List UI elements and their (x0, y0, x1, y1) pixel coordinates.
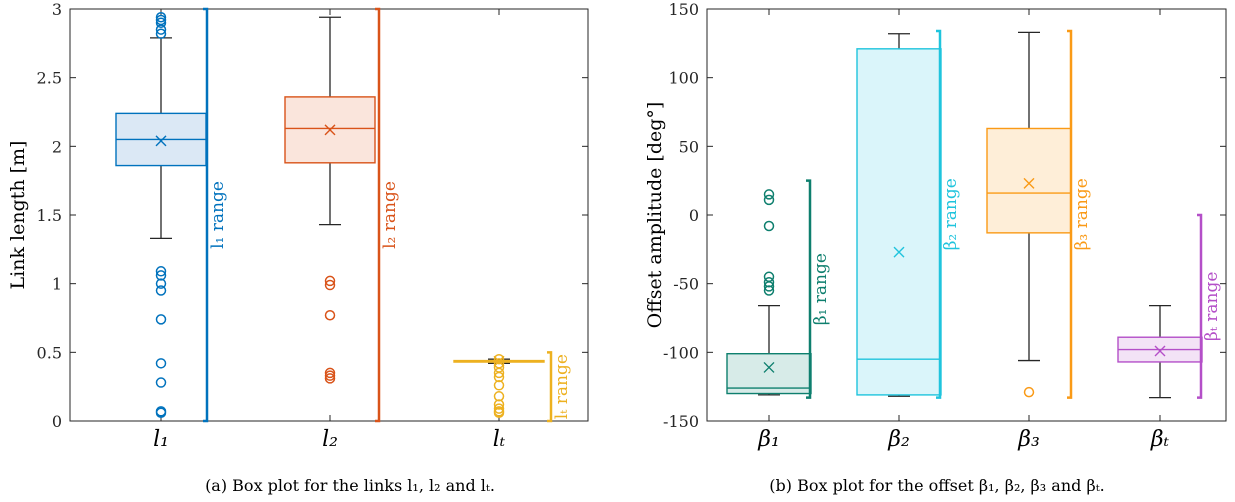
outlier-point (324, 373, 336, 384)
y-axis-label: Offset amplitude [deg°] (644, 102, 666, 329)
mean-marker (893, 246, 905, 258)
outlier-point (493, 403, 505, 414)
outlier-point (763, 220, 775, 232)
outlier-point (155, 17, 167, 28)
outlier-point (493, 367, 505, 379)
y-tick-label: -50 (673, 275, 699, 294)
outlier-point (763, 194, 775, 206)
outlier-point (763, 285, 775, 296)
outlier-point (763, 277, 775, 288)
outlier-point (155, 377, 167, 388)
range-bracket (1067, 29, 1073, 399)
outlier-point (155, 11, 167, 23)
y-tick-label: 150 (668, 0, 699, 19)
x-tick-label: β₃ (1017, 427, 1040, 452)
outlier-point (763, 189, 775, 200)
outlier-point (155, 278, 167, 289)
y-tick-label: 2.5 (37, 69, 62, 88)
range-bracket (806, 179, 812, 399)
x-tick-label: β₁ (757, 427, 780, 452)
figure-caption: (b) Box plot for the offset β₁, β₂, β₃ a… (769, 476, 1104, 495)
outlier-point (1023, 386, 1035, 398)
y-tick-label: 50 (679, 137, 699, 156)
outlier-point (155, 314, 167, 325)
outlier-point (324, 279, 336, 291)
outlier-point (493, 399, 505, 410)
outlier-point (493, 380, 505, 391)
range-bracket (936, 29, 942, 399)
y-tick-label: -150 (663, 412, 699, 431)
outlier-point (155, 14, 167, 26)
y-axis-label: Link length [m] (7, 141, 29, 290)
box-iqr (856, 48, 942, 396)
mean-marker (763, 361, 775, 373)
outlier-point (324, 367, 336, 379)
range-bracket (375, 7, 381, 423)
x-tick-label: l₁ (153, 427, 169, 452)
outlier-point (155, 407, 167, 419)
outlier-point (155, 266, 167, 277)
range-bracket (547, 351, 553, 423)
figure-caption: (a) Box plot for the links l₁, l₂ and lₜ… (205, 476, 495, 495)
x-tick-label: βₜ (1150, 427, 1170, 452)
range-label: βₜ range (1202, 272, 1222, 342)
mean-marker (1023, 177, 1035, 189)
outlier-point (155, 358, 167, 369)
outlier-point (493, 371, 505, 383)
range-bracket (1197, 213, 1203, 399)
range-label: β₃ range (1072, 178, 1092, 250)
y-tick-label: 0 (689, 206, 699, 225)
mean-marker (1154, 345, 1166, 357)
range-label: lₜ range (552, 354, 572, 419)
outlier-point (493, 353, 505, 365)
range-bracket (203, 7, 209, 423)
outlier-point (155, 270, 167, 281)
y-tick-label: 1.5 (37, 206, 62, 225)
outlier-point (324, 310, 336, 321)
outlier-point (155, 28, 167, 39)
outlier-point (324, 370, 336, 381)
range-label: β₂ range (941, 178, 961, 250)
y-tick-label: 1 (52, 275, 62, 294)
outlier-point (324, 275, 336, 287)
y-tick-label: 0 (52, 412, 62, 431)
plot-frame (69, 8, 589, 422)
mean-marker (324, 124, 336, 136)
x-tick-label: β₂ (887, 427, 910, 452)
outlier-point (493, 391, 505, 402)
range-label: l₂ range (380, 181, 400, 249)
y-tick-label: 0.5 (37, 343, 62, 362)
y-tick-label: 2 (52, 137, 62, 156)
outlier-point (155, 285, 167, 296)
y-tick-label: 3 (52, 0, 62, 19)
x-tick-label: lₜ (493, 427, 506, 452)
box-iqr (986, 127, 1072, 234)
x-tick-label: l₂ (322, 427, 338, 452)
range-label: β₁ range (811, 253, 831, 325)
mean-marker (155, 135, 167, 147)
range-label: l₁ range (208, 181, 228, 249)
y-tick-label: -100 (663, 343, 699, 362)
outlier-point (763, 281, 775, 292)
outlier-point (493, 407, 505, 419)
y-tick-label: 100 (668, 69, 699, 88)
